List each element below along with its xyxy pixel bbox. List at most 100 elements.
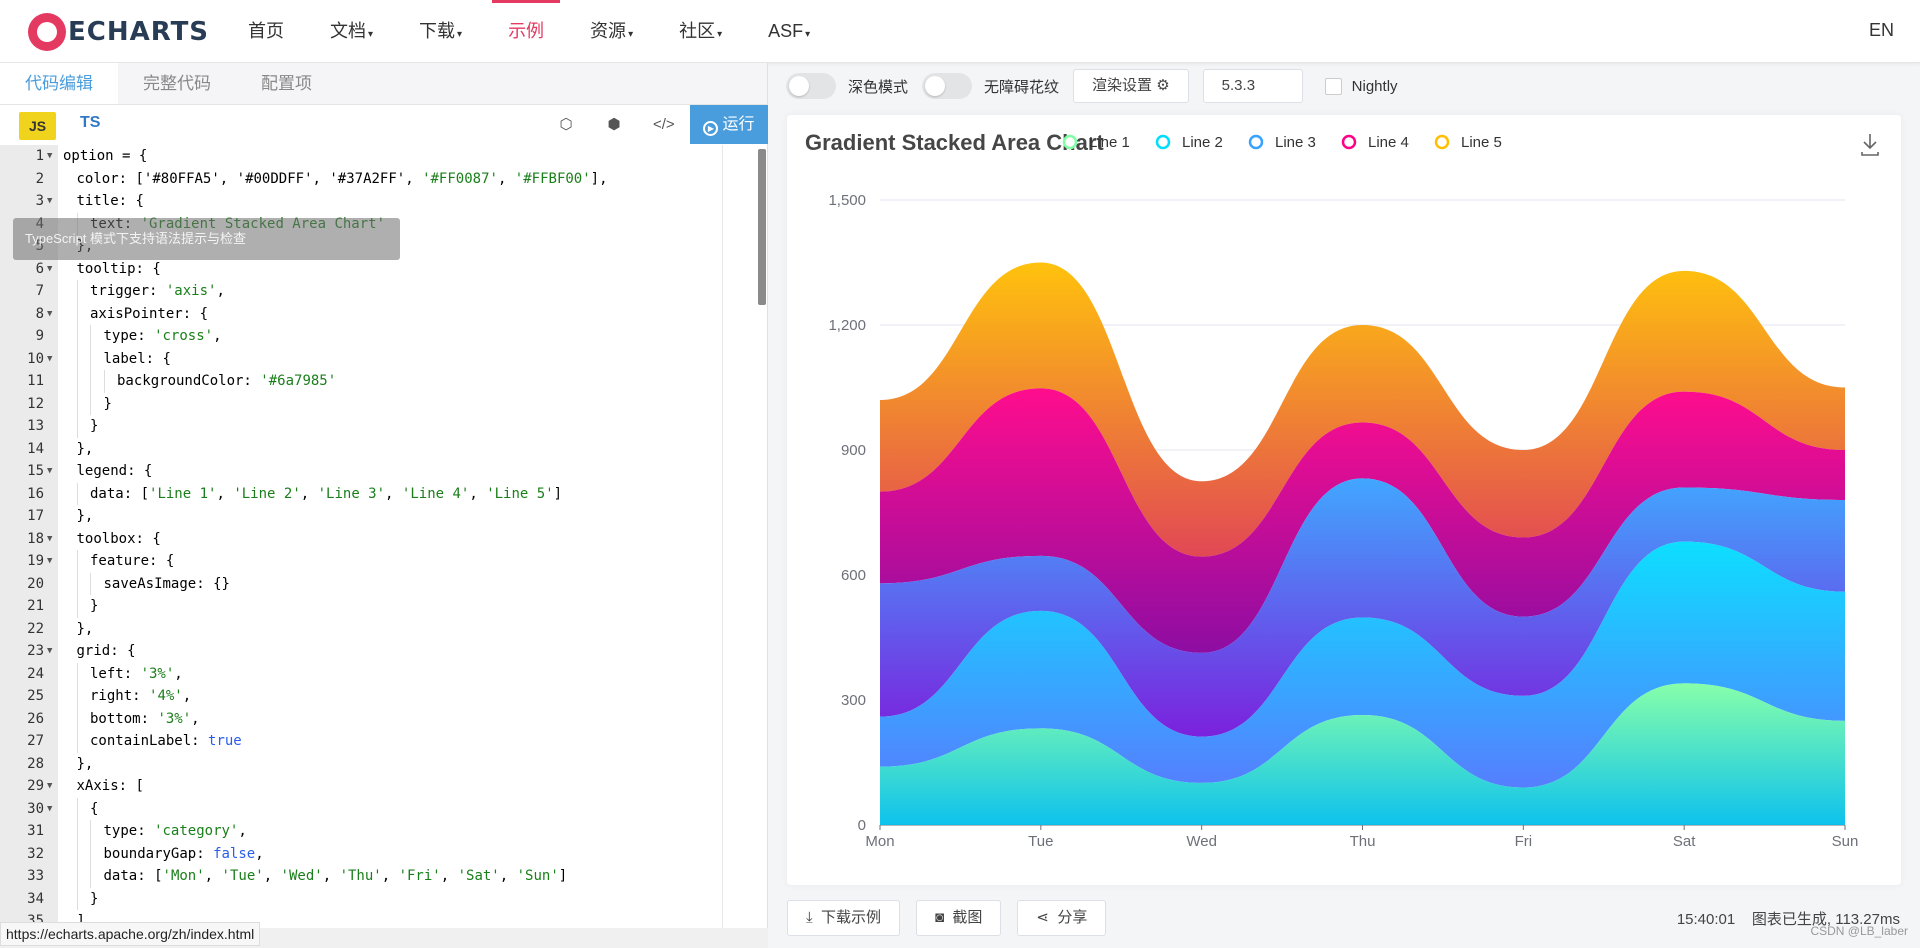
indent-guide <box>76 820 78 843</box>
line-number: 34 <box>27 890 44 907</box>
x-tick-label: Mon <box>865 833 894 850</box>
fold-icon[interactable]: ▼ <box>47 556 53 566</box>
nav-item-label: 首页 <box>248 21 284 41</box>
legend-marker <box>1155 134 1171 150</box>
fold-icon[interactable]: ▼ <box>47 196 53 206</box>
run-label: 运行 <box>722 116 755 133</box>
nav-menu: 首页 文档 ▾ 下载 ▾ 示例 资源 ▾ 社区 ▾ ASF ▾ <box>232 0 840 63</box>
fold-icon[interactable]: ▼ <box>47 263 53 274</box>
code-text: xAxis: [ <box>76 778 144 794</box>
nav-item[interactable]: 文档 ▾ <box>314 0 389 63</box>
vertical-scrollbar[interactable] <box>758 149 766 305</box>
ts-toggle[interactable]: TS <box>80 114 101 131</box>
y-tick-label: 900 <box>841 442 866 459</box>
line-number: 10 <box>27 350 44 367</box>
fold-icon[interactable]: ▼ <box>47 781 53 791</box>
code-text: boundaryGap: false, <box>103 845 264 862</box>
preview-controls: 深色模式 无障碍花纹 渲染设置 ⚙ 5.3.3 ⌄ Nightly <box>786 69 1412 126</box>
line-number: 14 <box>27 440 44 457</box>
code-text: } <box>90 890 99 907</box>
indent-guide <box>76 887 78 910</box>
fold-icon[interactable]: ▼ <box>47 803 53 814</box>
nav-item-label: 文档 <box>330 21 366 41</box>
version-select[interactable]: 5.3.3 ⌄ <box>1202 69 1303 126</box>
fold-icon[interactable]: ▼ <box>47 353 53 364</box>
legend-marker <box>1248 134 1264 150</box>
legend-label: Line 3 <box>1275 134 1316 151</box>
nav-item-label: ASF <box>768 21 804 41</box>
code-text: data: ['Line 1', 'Line 2', 'Line 3', 'Li… <box>90 485 563 502</box>
indent-guide <box>76 392 78 415</box>
code-text: title: { <box>76 193 144 209</box>
nightly-checkbox[interactable] <box>1324 77 1342 95</box>
a11y-label: 无障碍花纹 <box>984 78 1060 96</box>
line-number: 28 <box>27 755 44 772</box>
line-number: 27 <box>27 733 44 749</box>
indent-guide <box>76 482 78 505</box>
screenshot-button[interactable]: ◙ 截图 <box>916 900 1002 936</box>
chart-title: Gradient Stacked Area Chart <box>805 130 1104 155</box>
indent-guide <box>76 685 78 708</box>
fold-icon[interactable]: ▼ <box>47 308 53 319</box>
fold-icon[interactable]: ▼ <box>47 466 53 476</box>
fold-icon[interactable]: ▼ <box>47 646 53 656</box>
bottom-toolbar: ⤓ 下载示例 ◙ 截图 ⋖ 分享 <box>787 900 1122 936</box>
render-settings-button[interactable]: 渲染设置 ⚙ <box>1073 69 1189 103</box>
run-button[interactable]: ▶ 运行 <box>690 105 768 144</box>
indent-guide <box>76 280 78 303</box>
line-number: 24 <box>27 665 44 682</box>
render-settings-label: 渲染设置 <box>1092 77 1153 94</box>
code-text: feature: { <box>90 553 175 569</box>
editor-tabs: 代码编辑 完整代码 配置项 <box>0 63 767 105</box>
legend-marker <box>1341 134 1357 150</box>
a11y-toggle[interactable] <box>922 73 973 99</box>
legend-marker <box>1434 134 1450 150</box>
indent-guide <box>90 370 91 393</box>
nav-item[interactable]: ASF ▾ <box>752 0 826 63</box>
code-text: color: ['#80FFA5', '#00DDFF', '#37A2FF',… <box>76 170 608 187</box>
js-toggle[interactable]: JS <box>19 112 56 140</box>
logo-text: ECHARTS <box>68 17 210 47</box>
code-text: }, <box>76 620 94 637</box>
code-text: label: { <box>103 350 171 367</box>
line-number: 22 <box>27 620 44 637</box>
dark-mode-toggle[interactable] <box>786 73 836 99</box>
area-series <box>880 478 1845 737</box>
codepen-icon[interactable]: ⬡ <box>559 116 573 133</box>
code-editor[interactable]: 1 ▼ option = {2 color: ['#80FFA5', '#00DDFF… <box>0 145 768 929</box>
line-number: 11 <box>27 373 44 389</box>
nav-item[interactable]: 社区 ▾ <box>663 0 738 63</box>
play-icon: ▶ <box>703 121 719 136</box>
editor-tab[interactable]: 完整代码 <box>143 74 211 93</box>
line-number: 19 <box>27 553 44 569</box>
code-text: tooltip: { <box>76 260 161 277</box>
nav-item[interactable]: 示例 <box>492 0 561 63</box>
nav-item[interactable]: 资源 ▾ <box>574 0 649 63</box>
echarts-logo[interactable]: ECHARTS <box>28 12 209 52</box>
code-text: containLabel: true <box>90 733 242 749</box>
fold-icon[interactable]: ▼ <box>47 533 53 544</box>
line-number: 29 <box>27 778 44 794</box>
caret-down-icon: ▾ <box>805 29 811 40</box>
fold-icon[interactable]: ▼ <box>47 151 53 161</box>
line-number: 32 <box>27 845 44 862</box>
language-switch[interactable]: EN <box>1868 20 1894 40</box>
format-code-icon[interactable]: </> <box>653 116 675 133</box>
code-text: }, <box>76 440 94 457</box>
line-number: 9 <box>35 328 44 344</box>
line-number: 20 <box>27 575 44 592</box>
editor-tab[interactable]: 代码编辑 <box>0 63 118 104</box>
indent-guide <box>76 730 78 753</box>
x-tick-label: Sun <box>1832 833 1859 850</box>
download-example-button[interactable]: ⤓ 下载示例 <box>787 900 900 936</box>
share-button[interactable]: ⋖ 分享 <box>1017 900 1107 936</box>
screenshot-label: 截图 <box>952 909 983 926</box>
area-series <box>880 388 1845 653</box>
nav-item[interactable]: 下载 ▾ <box>403 0 478 63</box>
save-image-icon[interactable] <box>1861 134 1879 156</box>
editor-tab[interactable]: 配置项 <box>261 74 312 93</box>
nav-item[interactable]: 首页 <box>232 0 300 63</box>
indent-guide <box>76 415 78 438</box>
indent-guide <box>90 572 91 595</box>
codesandbox-icon[interactable]: ⬢ <box>607 116 621 133</box>
